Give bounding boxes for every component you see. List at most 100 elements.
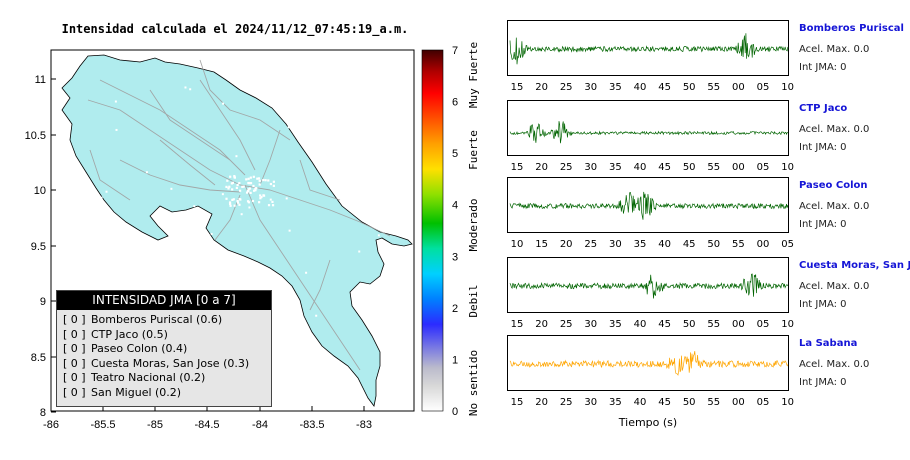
page-title: Intensidad calculada el 2024/11/12_07:45… xyxy=(61,22,409,36)
map-x-tick-label: -84.5 xyxy=(194,419,219,431)
map-x-tick-label: -85.5 xyxy=(90,419,115,431)
station-dot xyxy=(228,202,232,205)
station-dot xyxy=(241,185,244,188)
time-tick-label: 00 xyxy=(732,319,745,330)
station-dot xyxy=(254,189,257,192)
time-tick-label: 20 xyxy=(535,319,548,330)
costa-rica-land xyxy=(61,54,413,407)
station-max-accel: Acel. Max. 0.0 xyxy=(799,124,870,135)
station-dot xyxy=(285,197,288,200)
station-dot xyxy=(381,246,384,249)
station-dot xyxy=(272,184,275,187)
time-tick-label: 40 xyxy=(633,319,647,330)
station-dot xyxy=(238,203,241,206)
station-dot xyxy=(221,193,224,196)
time-tick-label: 45 xyxy=(658,82,671,93)
station-dot xyxy=(315,314,318,317)
seismogram-waveform xyxy=(509,33,789,65)
station-dot xyxy=(248,182,251,185)
station-dot xyxy=(115,128,118,131)
colorbar-tick-label: 3 xyxy=(452,251,458,263)
station-dot xyxy=(238,182,241,185)
colorbar-category-label: No sentido xyxy=(467,350,480,416)
station-jma-intensity: Int JMA: 0 xyxy=(799,62,847,73)
time-tick-label: 30 xyxy=(584,319,598,330)
time-tick-label: 10 xyxy=(510,239,524,250)
time-tick-label: 30 xyxy=(584,397,598,408)
legend-item-intensity: [ 0 ] xyxy=(63,327,86,341)
time-tick-label: 20 xyxy=(535,82,548,93)
station-dot xyxy=(305,271,308,274)
station-dot xyxy=(267,204,271,207)
seismogram-panel xyxy=(507,20,789,76)
colorbar-tick-label: 2 xyxy=(452,303,458,315)
time-tick-label: 05 xyxy=(756,319,770,330)
station-jma-intensity: Int JMA: 0 xyxy=(799,299,847,310)
colorbar-tick-label: 6 xyxy=(452,97,458,109)
station-dot xyxy=(210,232,213,235)
station-dot xyxy=(258,183,261,186)
station-dot xyxy=(184,86,187,89)
time-tick-label: 45 xyxy=(658,162,671,173)
station-dot xyxy=(193,205,196,208)
time-tick-label: 55 xyxy=(707,162,721,173)
legend-item-station: Bomberos Puriscal (0.6) xyxy=(91,313,223,326)
station-name: Bomberos Puriscal xyxy=(799,23,904,34)
intensity-colorbar: 0 1 2 3 4 5 6 7 No sentido Debil Moderado Fuerte Mu… xyxy=(421,42,480,418)
colorbar-tick-label: 4 xyxy=(452,200,458,212)
seismogram-waveform xyxy=(509,273,789,299)
station-dot xyxy=(227,187,230,190)
station-dot xyxy=(253,189,256,192)
seismogram-waveform xyxy=(509,191,789,220)
map-y-tick-label: 8 xyxy=(40,407,46,419)
legend-item: [ 0 ] Bomberos Puriscal (0.6) xyxy=(63,313,271,328)
time-tick-label: 20 xyxy=(559,239,573,250)
map-x-tick-label: -83.5 xyxy=(299,419,324,431)
station-dot xyxy=(236,199,239,203)
seismogram-panel xyxy=(507,177,789,233)
time-tick-label: 40 xyxy=(633,82,647,93)
station-dot xyxy=(231,198,234,201)
station-dot xyxy=(248,206,251,209)
legend-item: [ 0 ] Cuesta Moras, San Jose (0.3) xyxy=(63,357,271,372)
seismogram-panel xyxy=(507,257,789,313)
time-tick-label: 55 xyxy=(732,239,745,250)
station-dot xyxy=(242,185,245,188)
time-tick-label: 25 xyxy=(559,82,573,93)
station-dot xyxy=(258,201,261,204)
legend-item: [ 0 ] Paseo Colon (0.4) xyxy=(63,342,271,357)
station-dot xyxy=(260,195,263,199)
station-dot xyxy=(262,194,265,197)
map-x-tick-label: -85 xyxy=(147,419,163,431)
seismogram-time-ticks: 15 20 25 30 35 40 45 50 55 00 05 10 xyxy=(507,319,794,331)
colorbar-category-label: Muy Fuerte xyxy=(467,42,480,108)
station-dot xyxy=(170,187,173,190)
map-x-tick-label: -84 xyxy=(252,419,268,431)
time-tick-label: 45 xyxy=(682,239,696,250)
seismogram-trace xyxy=(509,191,789,220)
seismogram-waveform xyxy=(509,351,789,376)
station-max-accel: Acel. Max. 0.0 xyxy=(799,359,870,370)
legend-item-intensity: [ 0 ] xyxy=(63,371,86,385)
seismogram-trace xyxy=(509,351,789,376)
station-dot xyxy=(247,181,250,185)
time-tick-label: 15 xyxy=(535,239,548,250)
map-y-tick-label: 9.5 xyxy=(31,241,46,253)
time-tick-label: 05 xyxy=(756,82,770,93)
station-dot xyxy=(231,181,235,184)
station-dot xyxy=(98,260,101,263)
time-axis-label: Tiempo (s) xyxy=(618,416,678,429)
station-dot xyxy=(358,250,361,253)
station-dot xyxy=(259,194,262,197)
legend-item-intensity: [ 0 ] xyxy=(63,356,86,370)
time-tick-label: 55 xyxy=(707,82,721,93)
station-dot xyxy=(354,296,357,299)
intensity-legend: INTENSIDAD JMA [0 a 7] [ 0 ] Bomberos Pur… xyxy=(56,290,272,407)
station-dot xyxy=(225,197,228,200)
station-dot xyxy=(238,197,241,201)
time-tick-label: 35 xyxy=(609,82,622,93)
station-dot xyxy=(293,130,296,133)
time-tick-label: 30 xyxy=(584,82,598,93)
station-dot xyxy=(247,188,250,191)
station-dot xyxy=(229,204,232,207)
